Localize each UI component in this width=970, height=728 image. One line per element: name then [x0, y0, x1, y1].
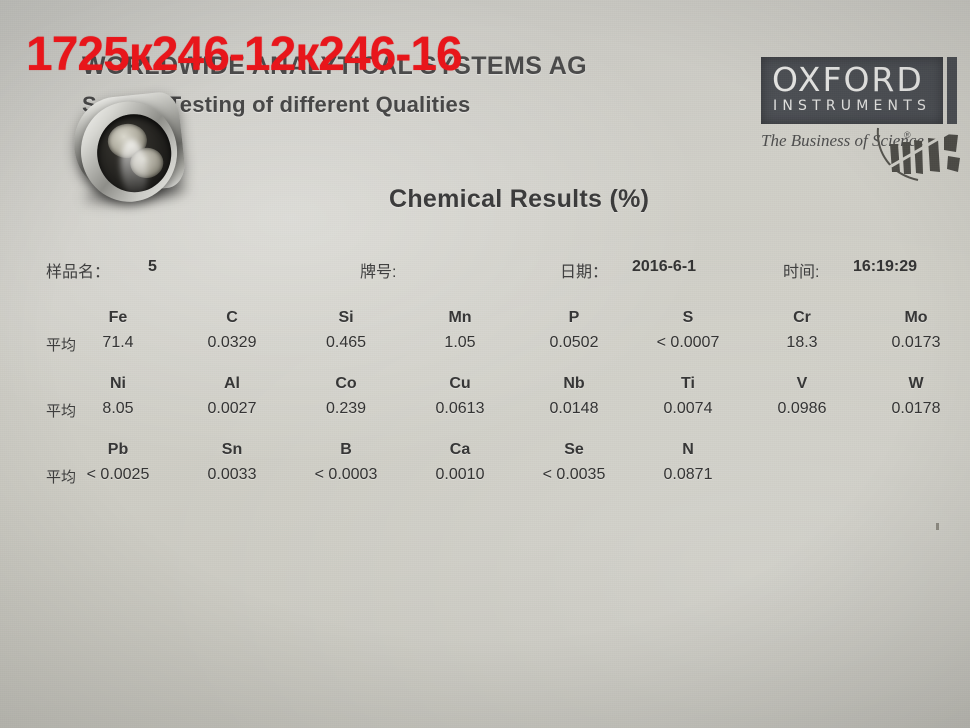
element-value: < 0.0003 — [314, 466, 378, 483]
registered-mark: ® — [904, 130, 911, 140]
element-symbol: Cr — [793, 309, 811, 326]
element-symbol: B — [340, 441, 352, 458]
element-value: < 0.0035 — [542, 466, 606, 483]
element-value: 0.0613 — [435, 400, 485, 417]
element-value: 0.0173 — [891, 334, 941, 351]
company-name: WORLDWIDE ANALYTICAL SYSTEMS AG — [82, 52, 588, 80]
oxford-tagline: The Business of Science — [761, 131, 924, 150]
element-symbol: Se — [564, 441, 584, 458]
element-value: 8.05 — [102, 400, 134, 417]
element-symbol: Co — [335, 375, 357, 392]
sample-name-label: 样品名： — [46, 264, 111, 281]
element-symbol: Cu — [449, 375, 471, 392]
element-symbol: Al — [224, 375, 240, 392]
element-symbol: V — [796, 375, 808, 392]
element-value: 0.0329 — [207, 334, 257, 351]
element-value: 0.0871 — [663, 466, 713, 483]
specimen-body — [69, 90, 187, 207]
element-value: 0.465 — [325, 334, 367, 351]
average-label: 平均 — [46, 469, 77, 486]
oxford-logo-accent-bar — [947, 57, 957, 124]
element-value: < 0.0007 — [656, 334, 720, 351]
element-symbol: Mn — [448, 309, 472, 326]
element-symbol: Si — [338, 309, 354, 326]
element-value: 18.3 — [786, 334, 818, 351]
was-logo-icon — [876, 127, 960, 181]
element-symbol: C — [226, 309, 238, 326]
time-label: 时间: — [783, 264, 820, 281]
element-value: 0.0986 — [777, 400, 827, 417]
oxford-division-label: INSTRUMENTS — [773, 98, 932, 114]
element-symbol: Nb — [563, 375, 585, 392]
element-symbol: P — [568, 309, 580, 326]
element-value: 71.4 — [102, 334, 134, 351]
element-symbol: Ca — [449, 441, 471, 458]
oxford-logo-box: OXFORD INSTRUMENTS — [761, 57, 943, 124]
element-value: 0.0502 — [549, 334, 599, 351]
grade-label: 牌号: — [360, 264, 397, 281]
element-value: 0.0010 — [435, 466, 485, 483]
table-row: 平均 Ni 8.05 Al 0.0027 Co 0.239 Cu 0.0613 Nb 0.0148 T… — [0, 371, 970, 437]
element-symbol: Fe — [108, 309, 128, 326]
element-symbol: Ni — [110, 375, 126, 392]
element-symbol: S — [682, 309, 694, 326]
paper-speck — [936, 523, 939, 530]
page-title: Chemical Results (%) — [389, 185, 650, 213]
element-value: 0.0148 — [549, 400, 599, 417]
table-row: 平均 Pb < 0.0025 Sn 0.0033 B < 0.0003 Ca 0.0010 Se <… — [0, 437, 970, 503]
average-label: 平均 — [46, 403, 77, 420]
red-overlay-annotation: 1725к246-12к246-16 — [26, 28, 463, 81]
chemical-results-table: 平均 Fe 71.4 C 0.0329 Si 0.465 Mn 1.05 P 0.0502 S < 0.… — [0, 305, 970, 503]
element-value: < 0.0025 — [86, 466, 150, 483]
element-value: 0.239 — [325, 400, 367, 417]
time-value: 16:19:29 — [853, 258, 918, 275]
table-row: 平均 Fe 71.4 C 0.0329 Si 0.465 Mn 1.05 P 0.0502 S < 0.… — [0, 305, 970, 371]
sample-name-value: 5 — [148, 258, 157, 275]
oxford-wordmark: OXFORD — [772, 60, 924, 99]
date-value: 2016-6-1 — [632, 258, 697, 275]
element-value: 0.0033 — [207, 466, 257, 483]
oxford-instruments-logo: OXFORD INSTRUMENTS — [761, 57, 961, 124]
element-value: 0.0178 — [891, 400, 941, 417]
element-value: 0.0074 — [663, 400, 713, 417]
date-label: 日期： — [560, 264, 609, 281]
element-symbol: Ti — [681, 375, 695, 392]
element-value: 1.05 — [444, 334, 476, 351]
element-symbol: Pb — [107, 441, 129, 458]
average-label: 平均 — [46, 337, 77, 354]
element-symbol: Mo — [904, 309, 928, 326]
element-symbol: N — [682, 441, 694, 458]
element-symbol: Sn — [221, 441, 243, 458]
element-value: 0.0027 — [207, 400, 257, 417]
element-symbol: W — [908, 375, 924, 392]
